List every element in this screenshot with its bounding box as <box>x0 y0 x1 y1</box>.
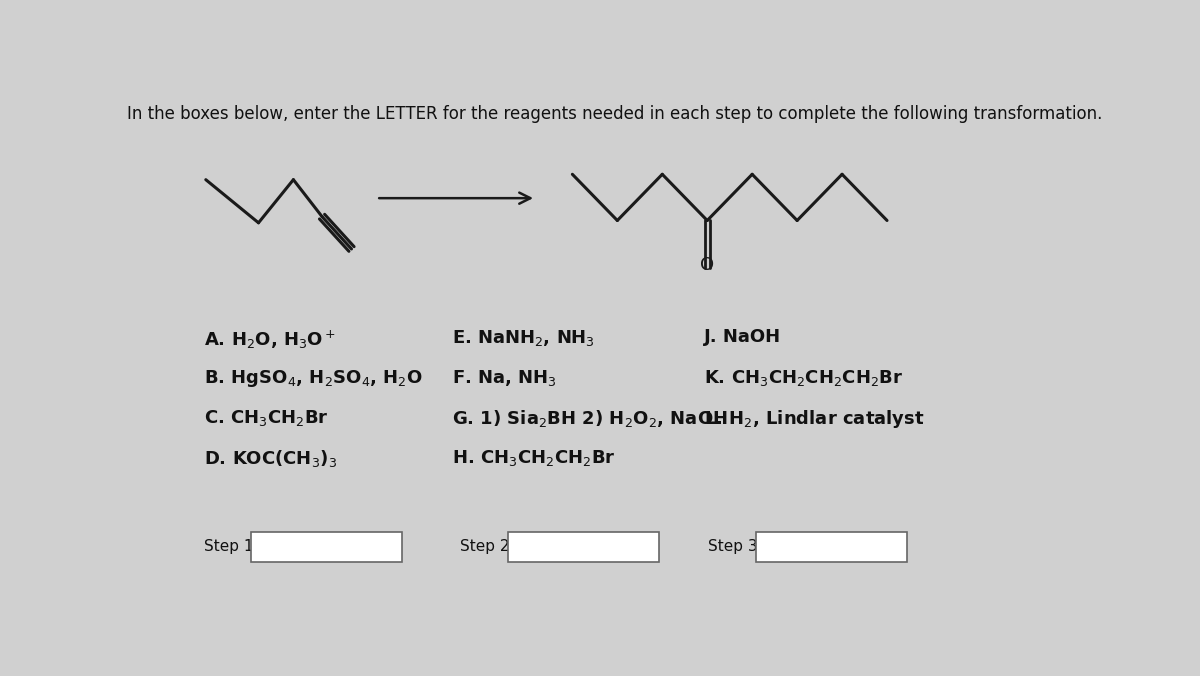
Text: A. H$_2$O, H$_3$O$^+$: A. H$_2$O, H$_3$O$^+$ <box>204 329 336 351</box>
Bar <box>251 532 402 562</box>
Text: F. Na, NH$_3$: F. Na, NH$_3$ <box>452 368 557 388</box>
Text: In the boxes below, enter the LETTER for the reagents needed in each step to com: In the boxes below, enter the LETTER for… <box>127 105 1103 123</box>
Text: B. HgSO$_4$, H$_2$SO$_4$, H$_2$O: B. HgSO$_4$, H$_2$SO$_4$, H$_2$O <box>204 368 424 389</box>
Text: H. CH$_3$CH$_2$CH$_2$Br: H. CH$_3$CH$_2$CH$_2$Br <box>452 448 616 468</box>
Text: K. CH$_3$CH$_2$CH$_2$CH$_2$Br: K. CH$_3$CH$_2$CH$_2$CH$_2$Br <box>704 368 904 388</box>
Bar <box>508 532 659 562</box>
Text: G. 1) Sia$_2$BH 2) H$_2$O$_2$, NaOH: G. 1) Sia$_2$BH 2) H$_2$O$_2$, NaOH <box>452 408 728 429</box>
Text: L. H$_2$, Lindlar catalyst: L. H$_2$, Lindlar catalyst <box>704 408 925 431</box>
Text: D. KOC(CH$_3$)$_3$: D. KOC(CH$_3$)$_3$ <box>204 448 337 469</box>
Text: O: O <box>700 256 714 274</box>
Text: J. NaOH: J. NaOH <box>704 329 781 346</box>
Text: Step 2: Step 2 <box>460 539 510 554</box>
Text: C. CH$_3$CH$_2$Br: C. CH$_3$CH$_2$Br <box>204 408 329 429</box>
Text: E. NaNH$_2$, NH$_3$: E. NaNH$_2$, NH$_3$ <box>452 329 595 348</box>
Bar <box>756 532 907 562</box>
Text: Step 3: Step 3 <box>708 539 757 554</box>
Text: Step 1: Step 1 <box>204 539 253 554</box>
